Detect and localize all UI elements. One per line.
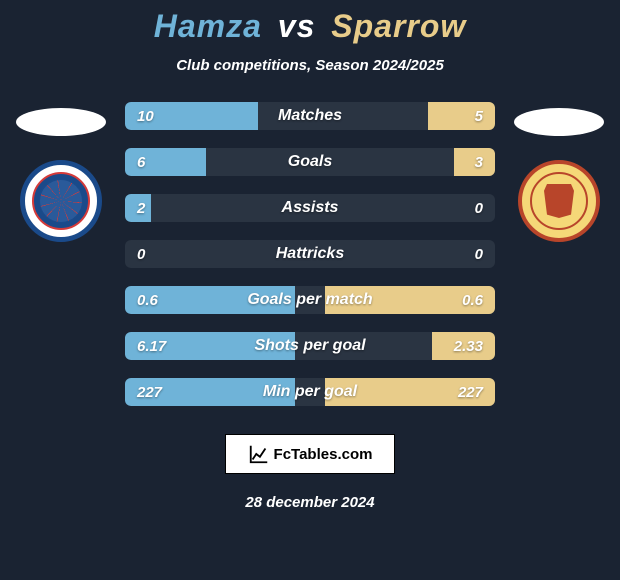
stat-label: Goals <box>125 153 495 171</box>
player-right-name: Sparrow <box>331 8 466 44</box>
chart-icon <box>248 443 270 465</box>
rangers-badge-icon <box>20 160 102 242</box>
stat-value-right: 2.33 <box>454 338 483 355</box>
left-badge-column <box>11 102 111 242</box>
stat-row: 2Assists0 <box>125 194 495 222</box>
fctables-logo: FcTables.com <box>225 434 395 474</box>
stats-bars: 10Matches56Goals32Assists00Hattricks00.6… <box>125 102 495 406</box>
stat-row: 6.17Shots per goal2.33 <box>125 332 495 360</box>
stat-value-right: 227 <box>458 384 483 401</box>
logo-text: FcTables.com <box>274 446 373 463</box>
right-badge-column <box>509 102 609 242</box>
stat-row: 10Matches5 <box>125 102 495 130</box>
page-title: Hamza vs Sparrow <box>154 8 467 45</box>
player-left-name: Hamza <box>154 8 262 44</box>
motherwell-shield <box>544 184 574 218</box>
stat-value-right: 0 <box>475 246 483 263</box>
stat-value-right: 0.6 <box>462 292 483 309</box>
stat-label: Matches <box>125 107 495 125</box>
motherwell-badge-icon <box>518 160 600 242</box>
title-vs: vs <box>278 8 316 44</box>
left-ellipse <box>16 108 106 136</box>
stat-value-right: 5 <box>475 108 483 125</box>
stat-label: Min per goal <box>125 383 495 401</box>
stat-label: Hattricks <box>125 245 495 263</box>
stat-value-right: 0 <box>475 200 483 217</box>
stat-row: 0.6Goals per match0.6 <box>125 286 495 314</box>
comparison-card: Hamza vs Sparrow Club competitions, Seas… <box>0 0 620 580</box>
motherwell-badge-inner <box>530 172 588 230</box>
stat-label: Shots per goal <box>125 337 495 355</box>
stat-value-right: 3 <box>475 154 483 171</box>
stat-label: Goals per match <box>125 291 495 309</box>
stat-label: Assists <box>125 199 495 217</box>
stat-row: 6Goals3 <box>125 148 495 176</box>
stat-row: 0Hattricks0 <box>125 240 495 268</box>
stat-row: 227Min per goal227 <box>125 378 495 406</box>
right-ellipse <box>514 108 604 136</box>
date-text: 28 december 2024 <box>245 494 374 511</box>
rangers-badge-inner <box>32 172 90 230</box>
main-area: 10Matches56Goals32Assists00Hattricks00.6… <box>0 102 620 406</box>
subtitle: Club competitions, Season 2024/2025 <box>176 57 444 74</box>
